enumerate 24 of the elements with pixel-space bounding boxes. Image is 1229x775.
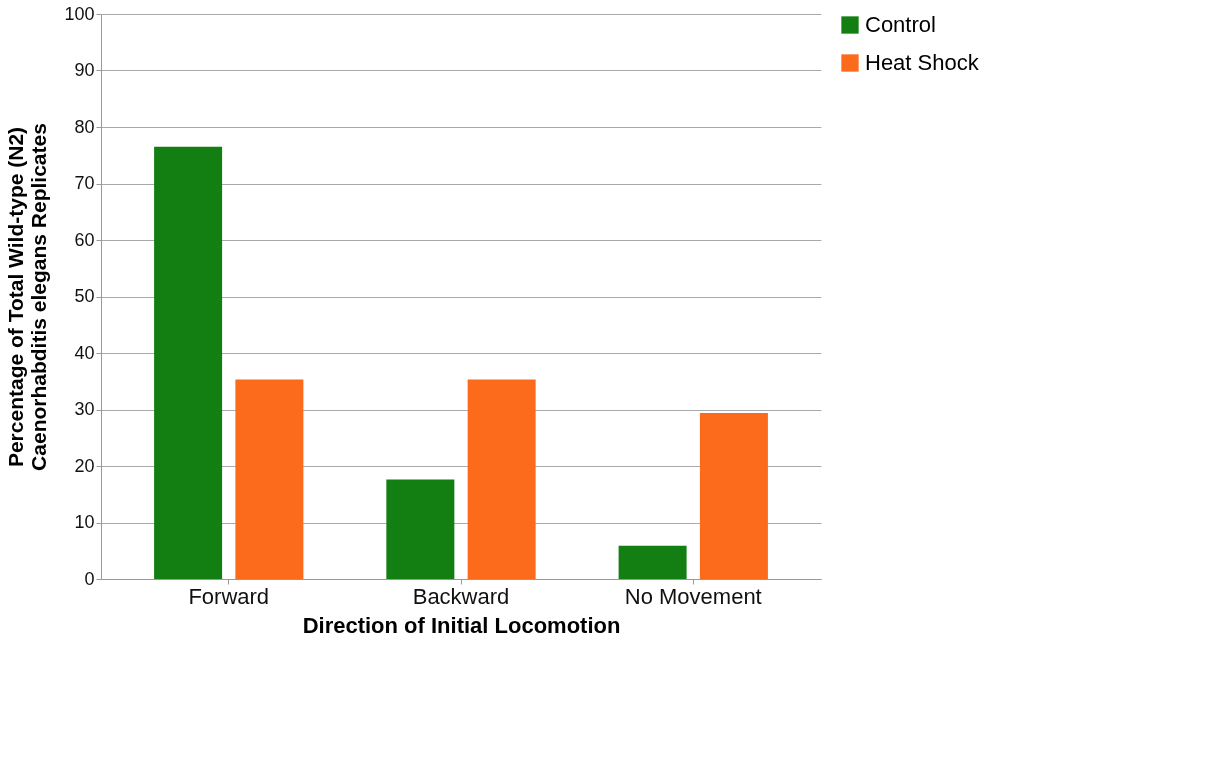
y-tick-label: 60 bbox=[74, 229, 95, 250]
y-tick-label: 0 bbox=[84, 568, 95, 589]
bar bbox=[467, 379, 536, 579]
legend-label: Control bbox=[865, 12, 936, 37]
y-axis-title: Percentage of Total Wild-type (N2) Caenorhabditis elegans Replicates bbox=[4, 123, 51, 471]
y-tick-label: 40 bbox=[74, 342, 95, 363]
y-tick-label: 100 bbox=[64, 3, 95, 24]
y-tick-label: 10 bbox=[74, 512, 95, 532]
bar bbox=[235, 379, 304, 579]
legend-label: Heat Shock bbox=[865, 50, 980, 75]
bar bbox=[618, 545, 687, 579]
x-tick-label: Forward bbox=[188, 583, 270, 609]
bar bbox=[699, 412, 768, 579]
y-tick-label: 30 bbox=[74, 399, 95, 419]
y-tick-label: 70 bbox=[74, 173, 95, 193]
bar bbox=[154, 146, 223, 579]
y-tick-label: 50 bbox=[74, 286, 95, 306]
y-tick-label: 90 bbox=[74, 60, 95, 80]
x-tick-label: No Movement bbox=[624, 583, 762, 609]
x-tick-label: Backward bbox=[412, 583, 510, 609]
bar bbox=[386, 479, 455, 579]
x-axis-title: Direction of Initial Locomotion bbox=[302, 612, 621, 638]
y-tick-label: 80 bbox=[74, 116, 95, 137]
y-tick-label: 20 bbox=[74, 455, 95, 476]
